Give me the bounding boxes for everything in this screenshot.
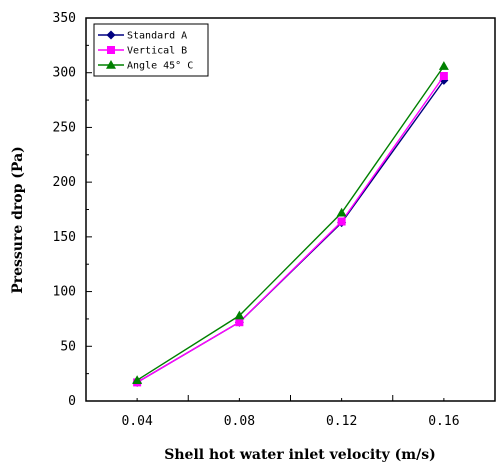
x-tick-label: 0.12	[326, 414, 357, 429]
marker-square	[107, 46, 115, 54]
legend: Standard A Vertical B Angle 45° C	[93, 23, 209, 77]
marker-square	[235, 318, 244, 327]
marker-square	[439, 71, 448, 80]
legend-entry: Angle 45° C	[98, 60, 193, 72]
series-2	[133, 71, 448, 387]
marker-triangle	[106, 60, 116, 69]
x-tick-label: 0.04	[121, 414, 152, 429]
legend-label: Angle 45° C	[127, 61, 193, 72]
x-tick-label: 0.08	[224, 414, 255, 429]
series-line	[136, 79, 445, 384]
legend-entry: Vertical B	[98, 46, 187, 57]
marker-square	[337, 217, 346, 226]
series-line	[136, 75, 445, 384]
y-axis-title: Pressure drop (Pa)	[10, 146, 26, 294]
marker-triangle	[234, 310, 245, 320]
marker-triangle	[132, 375, 143, 384]
series-3	[132, 61, 449, 384]
y-tick-label: 50	[60, 339, 76, 354]
legend-entry: Standard A	[98, 30, 187, 42]
marker-triangle	[336, 207, 347, 217]
legend-label: Vertical B	[127, 46, 187, 57]
y-axis-ticks: 0 50 100 150 200 250 300 350	[53, 11, 92, 409]
series-layer	[132, 61, 449, 387]
y-tick-label: 200	[53, 175, 76, 190]
y-tick-label: 100	[53, 285, 76, 300]
y-tick-label: 350	[53, 11, 76, 26]
y-tick-label: 300	[53, 66, 76, 81]
x-axis-title: Shell hot water inlet velocity (m/s)	[164, 447, 435, 463]
marker-diamond	[106, 30, 116, 40]
series-1	[132, 75, 449, 387]
series-line	[136, 65, 445, 381]
y-tick-label: 0	[68, 394, 76, 409]
y-tick-label: 150	[53, 230, 76, 245]
marker-triangle	[438, 61, 449, 70]
x-tick-label: 0.16	[428, 414, 459, 429]
y-tick-label: 250	[53, 120, 76, 135]
legend-label: Standard A	[127, 31, 187, 42]
x-axis-ticks: 0.04 0.08 0.12 0.16	[85, 395, 496, 429]
